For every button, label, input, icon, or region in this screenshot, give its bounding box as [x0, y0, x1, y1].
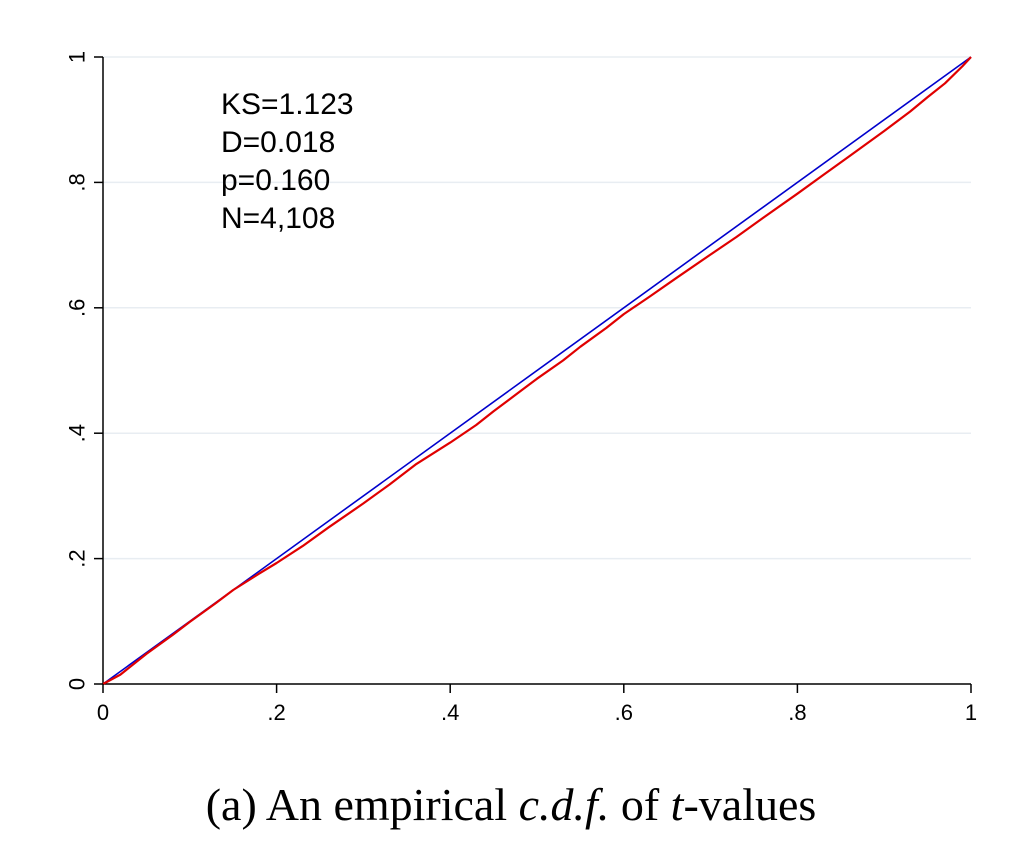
series-group: [102, 56, 972, 685]
axes: [102, 57, 971, 685]
x-tick-label-0: 0: [97, 700, 109, 725]
series-line-0: [102, 56, 972, 685]
x-tick-label-4: .8: [788, 700, 806, 725]
caption-t: t: [670, 779, 684, 830]
y-tick-label-1: .2: [65, 549, 90, 567]
figure-caption: (a) An empirical c.d.f. of t-values: [0, 778, 1022, 831]
y-tick-label-0: 0: [65, 678, 90, 690]
cdf-chart: 0 .2 .4 .6 .8 1 0 .2 .4 .6 .8 1 KS=1.123 D=0.018 p=0.…: [0, 0, 1022, 770]
stat-line-1: D=0.018: [221, 126, 335, 159]
caption-suffix: -values: [683, 779, 817, 830]
y-tick-label-5: 1: [65, 51, 90, 63]
tick-labels: 0 .2 .4 .6 .8 1 0 .2 .4 .6 .8 1: [65, 51, 978, 725]
stat-line-0: KS=1.123: [221, 88, 354, 121]
x-tick-label-1: .2: [267, 700, 285, 725]
chart-background: [0, 0, 1022, 770]
stat-line-3: N=4,108: [221, 202, 335, 235]
series-line-1: [102, 56, 972, 685]
x-tick-label-2: .4: [441, 700, 459, 725]
stats-annotation: KS=1.123 D=0.018 p=0.160 N=4,108: [221, 88, 354, 235]
y-tick-label-3: .6: [65, 299, 90, 317]
x-tick-label-5: 1: [965, 700, 977, 725]
stat-line-2: p=0.160: [221, 164, 330, 197]
caption-cdf: c.d.f.: [518, 779, 610, 830]
x-tick-label-3: .6: [615, 700, 633, 725]
y-tick-label-4: .8: [65, 173, 90, 191]
caption-middle: of: [609, 779, 671, 830]
caption-prefix: (a) An empirical: [205, 779, 519, 830]
gridlines: [103, 56, 971, 560]
y-tick-label-2: .4: [65, 424, 90, 442]
